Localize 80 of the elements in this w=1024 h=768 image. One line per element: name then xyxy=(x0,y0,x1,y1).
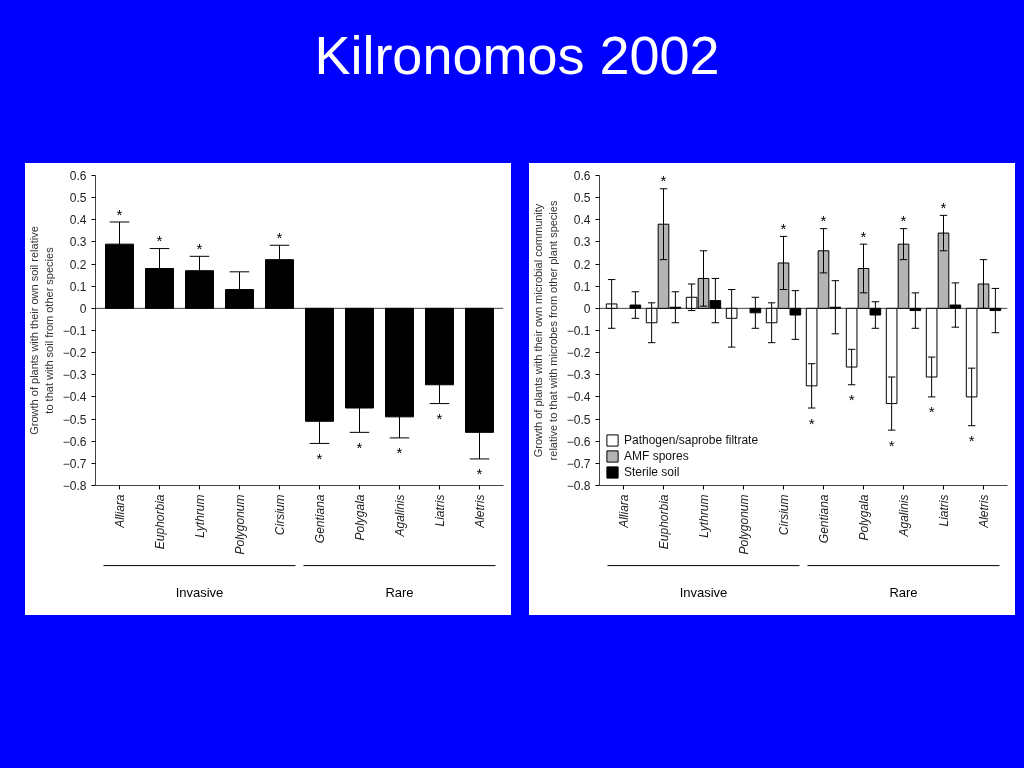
y-tick-label: −0.1 xyxy=(566,324,591,338)
x-tick-label: Liatris xyxy=(936,494,951,527)
y-tick-label: −0.2 xyxy=(62,346,87,361)
y-tick-label: −0.7 xyxy=(62,456,87,471)
x-tick-label: Euphorbia xyxy=(656,494,671,550)
y-tick-label: −0.2 xyxy=(566,346,591,361)
x-tick-label: Alliara xyxy=(112,494,127,529)
data-label: * xyxy=(968,432,975,450)
x-tick-label: Gentiana xyxy=(312,494,327,544)
y-tick-label: −0.5 xyxy=(62,412,87,427)
y-tick-label: 0.4 xyxy=(69,213,87,228)
x-tick-label: Gentiana xyxy=(816,494,831,544)
text: Invasive xyxy=(175,585,224,601)
y-tick-label: −0.3 xyxy=(566,368,591,383)
legend-label: Pathogen/saprobe filtrate xyxy=(624,433,759,447)
x-tick-label: Alliara xyxy=(616,494,631,529)
x-tick-label: Agalinis xyxy=(896,494,911,538)
chart-title: Kilronomos 2002 xyxy=(314,24,720,87)
x-tick-label: Lythrum xyxy=(192,494,207,538)
data-label: * xyxy=(156,232,163,250)
y-tick-label: 0.6 xyxy=(69,169,87,183)
x-tick-label: Lythrum xyxy=(696,494,711,538)
data-label: * xyxy=(356,438,363,456)
y-tick-label: −0.5 xyxy=(566,412,591,427)
y-tick-label: 0.1 xyxy=(573,279,591,294)
y-tick-label: 0.3 xyxy=(573,235,591,250)
x-tick-label: Polygonum xyxy=(736,494,751,555)
y-axis-title: Growth of plants with their own soil relative to that with soil from other species xyxy=(28,226,55,435)
data-label: * xyxy=(940,198,947,216)
x-tick-label: Polygala xyxy=(856,494,871,541)
x-tick-label: Cirsium xyxy=(272,494,287,536)
data-label: * xyxy=(848,391,855,409)
y-tick-label: 0.3 xyxy=(69,235,87,250)
data-label: * xyxy=(316,449,323,467)
data-label: * xyxy=(660,172,667,190)
x-tick-label: Cirsium xyxy=(776,494,791,536)
y-tick-label: 0.5 xyxy=(573,191,591,206)
x-tick-label: Polygala xyxy=(352,494,367,541)
x-tick-label: Liatris xyxy=(432,494,447,527)
data-label: * xyxy=(808,414,815,432)
data-label: * xyxy=(888,436,895,454)
data-label: * xyxy=(900,212,907,230)
data-label: * xyxy=(396,444,403,462)
legend-label: AMF spores xyxy=(624,449,689,463)
y-tick-label: 0.4 xyxy=(573,213,591,228)
data-label: * xyxy=(196,239,203,257)
y-axis-title: Growth of plants with their own microbial community relative to that with microbes from other plant species xyxy=(532,200,559,461)
data-label: * xyxy=(116,205,123,223)
y-tick-label: −0.6 xyxy=(62,434,87,449)
y-tick-label: 0.2 xyxy=(69,257,87,272)
text: Rare xyxy=(889,585,918,601)
data-label: * xyxy=(928,403,935,421)
x-tick-label: Aletris xyxy=(472,494,487,529)
x-tick-label: Euphorbia xyxy=(152,494,167,550)
y-tick-label: 0.6 xyxy=(573,169,591,183)
x-tick-label: Polygonum xyxy=(232,494,247,555)
text: Rare xyxy=(385,585,414,601)
data-label: * xyxy=(276,228,283,246)
y-tick-label: 0.2 xyxy=(573,257,591,272)
x-tick-label: Agalinis xyxy=(392,494,407,538)
y-tick-label: 0 xyxy=(583,301,591,316)
y-tick-label: 0.1 xyxy=(69,279,87,294)
y-tick-label: 0 xyxy=(79,301,87,316)
y-tick-label: −0.7 xyxy=(566,456,591,471)
y-tick-label: −0.4 xyxy=(62,390,87,405)
data-label: * xyxy=(860,227,867,245)
text: Invasive xyxy=(679,585,728,601)
y-tick-label: 0.5 xyxy=(69,191,87,206)
y-tick-label: −0.3 xyxy=(62,368,87,383)
data-label: * xyxy=(780,219,787,237)
data-label: * xyxy=(476,465,483,483)
data-label: * xyxy=(820,212,827,230)
legend-label: Sterile soil xyxy=(624,465,680,479)
y-tick-label: −0.4 xyxy=(566,390,591,405)
y-tick-label: −0.1 xyxy=(62,324,87,338)
data-label: * xyxy=(436,410,443,428)
y-tick-label: −0.6 xyxy=(566,434,591,449)
y-tick-label: −0.8 xyxy=(62,479,87,493)
x-tick-label: Aletris xyxy=(976,494,991,529)
y-tick-label: −0.8 xyxy=(566,479,591,493)
